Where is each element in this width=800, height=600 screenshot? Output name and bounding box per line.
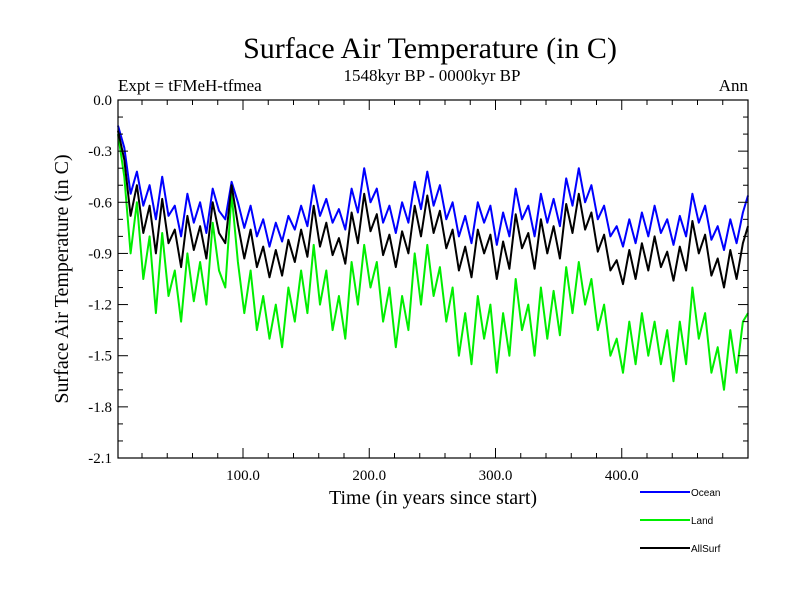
legend: Ocean Land AllSurf [640,488,721,555]
series-layer [117,125,749,391]
series-line-allsurf [117,130,749,289]
y-tick-label: -0.3 [88,144,112,160]
x-tick-label: 300.0 [479,468,513,484]
season-label: Ann [719,76,749,95]
plot-frame [117,99,749,459]
legend-label-land: Land [691,516,713,527]
series-line-ocean [117,125,749,251]
y-tick-label: -1.2 [88,298,112,314]
y-tick-label: -1.5 [88,349,112,365]
y-tick-label: -0.9 [88,246,112,262]
x-tick-label: 400.0 [605,468,639,484]
y-tick-label: -0.6 [88,195,112,211]
y-tick-label: 0.0 [93,93,112,109]
legend-label-allsurf: AllSurf [691,544,721,555]
y-tick-label: -1.8 [88,400,112,416]
legend-label-ocean: Ocean [691,488,720,499]
x-tick-label: 100.0 [226,468,260,484]
experiment-label: Expt = tFMeH-tfmea [118,76,262,95]
y-tick-label: -2.1 [88,451,112,467]
x-axis-title: Time (in years since start) [329,487,537,509]
series-line-land [117,133,749,391]
x-tick-label: 200.0 [352,468,386,484]
chart-subtitle: 1548kyr BP - 0000kyr BP [344,66,521,85]
y-axis-title: Surface Air Temperature (in C) [51,154,73,403]
chart-title: Surface Air Temperature (in C) [243,32,617,65]
axis-layer: 100.0 200.0 300.0 400.0 0.0 -0.3 -0.6 -0.9 -1.2 -… [88,93,748,484]
